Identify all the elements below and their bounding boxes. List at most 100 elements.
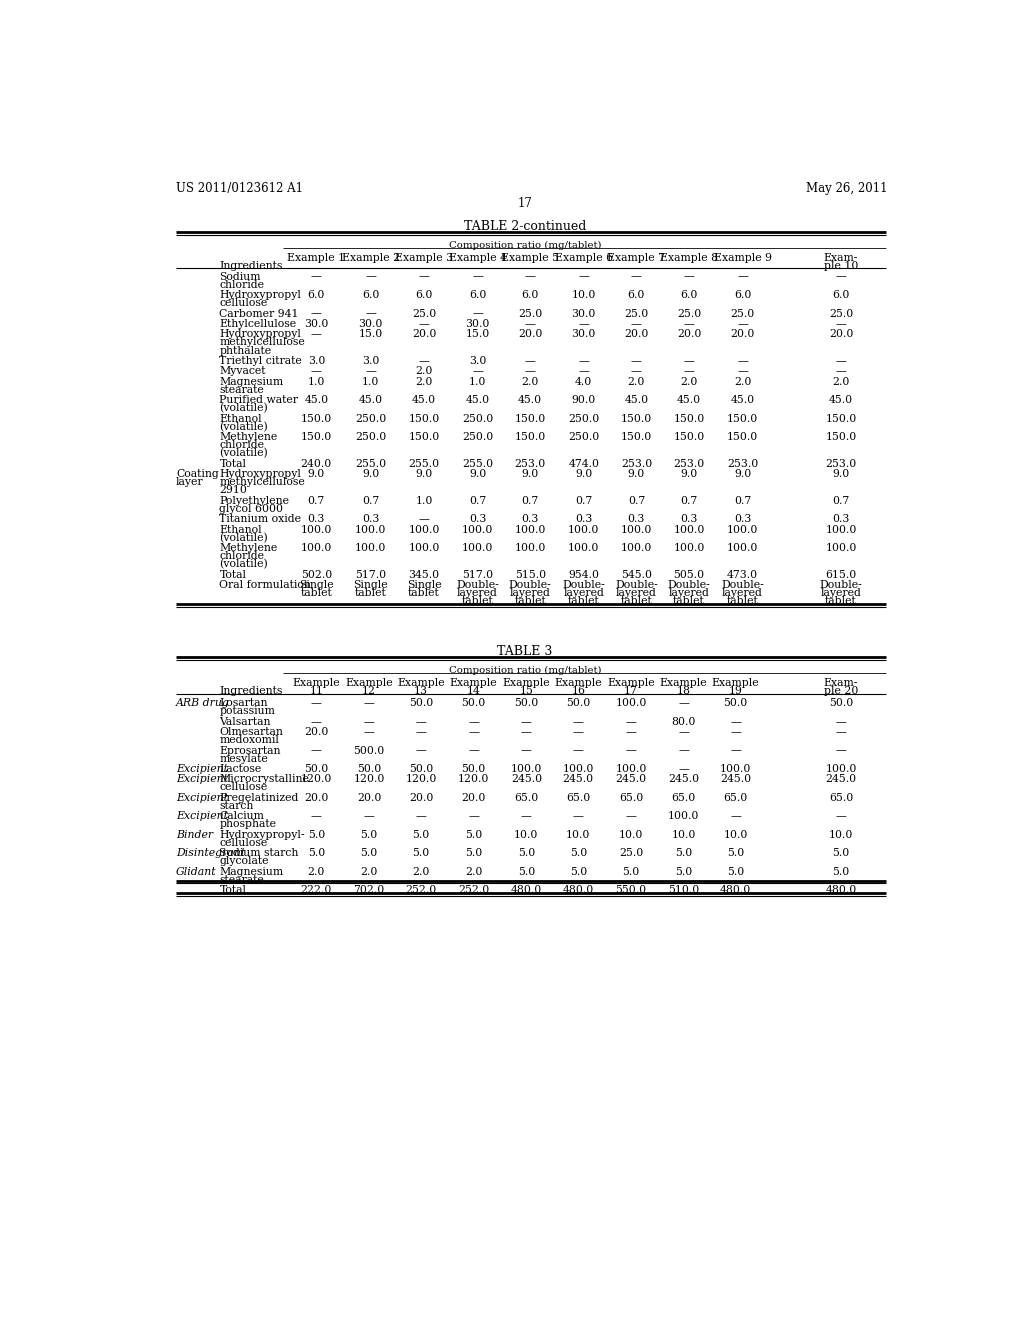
Text: 150.0: 150.0: [301, 413, 332, 424]
Text: methylcellulose: methylcellulose: [219, 478, 305, 487]
Text: 255.0: 255.0: [462, 459, 494, 469]
Text: Total: Total: [219, 570, 247, 579]
Text: 150.0: 150.0: [515, 413, 546, 424]
Text: mesylate: mesylate: [219, 754, 268, 763]
Text: Polyethylene: Polyethylene: [219, 496, 290, 506]
Text: Example 5: Example 5: [501, 253, 559, 263]
Text: 245.0: 245.0: [668, 775, 699, 784]
Text: layered: layered: [563, 589, 604, 598]
Text: 50.0: 50.0: [566, 698, 591, 708]
Text: —: —: [311, 330, 322, 339]
Text: 100.0: 100.0: [727, 543, 758, 553]
Text: 6.0: 6.0: [628, 290, 645, 300]
Text: 30.0: 30.0: [571, 309, 596, 318]
Text: Pregelatinized: Pregelatinized: [219, 793, 299, 803]
Text: Double-: Double-: [721, 579, 764, 590]
Text: —: —: [524, 367, 536, 376]
Text: 120.0: 120.0: [458, 775, 489, 784]
Text: —: —: [626, 812, 636, 821]
Text: 150.0: 150.0: [301, 432, 332, 442]
Text: (volatile): (volatile): [219, 560, 268, 569]
Text: 2.0: 2.0: [416, 376, 433, 387]
Text: 65.0: 65.0: [672, 793, 695, 803]
Text: 0.3: 0.3: [734, 515, 752, 524]
Text: 30.0: 30.0: [358, 319, 383, 329]
Text: —: —: [366, 367, 376, 376]
Text: Myvacet: Myvacet: [219, 367, 266, 376]
Text: Coating: Coating: [176, 469, 219, 479]
Text: tablet: tablet: [727, 597, 759, 606]
Text: tablet: tablet: [300, 589, 332, 598]
Text: Example 9: Example 9: [714, 253, 771, 263]
Text: 150.0: 150.0: [621, 413, 652, 424]
Text: stearate: stearate: [219, 875, 264, 884]
Text: 100.0: 100.0: [825, 543, 857, 553]
Text: —: —: [678, 727, 689, 737]
Text: Carbomer 941: Carbomer 941: [219, 309, 299, 318]
Text: Double-: Double-: [615, 579, 657, 590]
Text: —: —: [311, 812, 322, 821]
Text: 65.0: 65.0: [828, 793, 853, 803]
Text: TABLE 2-continued: TABLE 2-continued: [464, 220, 586, 234]
Text: cellulose: cellulose: [219, 298, 267, 308]
Text: phthalate: phthalate: [219, 346, 271, 355]
Text: 0.7: 0.7: [734, 496, 752, 506]
Text: —: —: [419, 272, 429, 281]
Text: —: —: [524, 319, 536, 329]
Text: 150.0: 150.0: [674, 413, 705, 424]
Text: Sodium: Sodium: [219, 272, 261, 281]
Text: 50.0: 50.0: [462, 698, 485, 708]
Text: 5.0: 5.0: [675, 867, 692, 876]
Text: 2.0: 2.0: [307, 867, 325, 876]
Text: 25.0: 25.0: [828, 309, 853, 318]
Text: Sodium starch: Sodium starch: [219, 849, 299, 858]
Text: 9.0: 9.0: [681, 469, 697, 479]
Text: Lactose: Lactose: [219, 764, 262, 774]
Text: cellulose: cellulose: [219, 838, 267, 847]
Text: 253.0: 253.0: [515, 459, 546, 469]
Text: 245.0: 245.0: [511, 775, 542, 784]
Text: 12: 12: [362, 686, 376, 696]
Text: Example: Example: [293, 678, 340, 688]
Text: Example 8: Example 8: [660, 253, 718, 263]
Text: 25.0: 25.0: [625, 309, 648, 318]
Text: —: —: [364, 717, 375, 726]
Text: 25.0: 25.0: [618, 849, 643, 858]
Text: 0.3: 0.3: [361, 515, 379, 524]
Text: —: —: [364, 812, 375, 821]
Text: US 2011/0123612 A1: US 2011/0123612 A1: [176, 182, 303, 194]
Text: 245.0: 245.0: [615, 775, 646, 784]
Text: Valsartan: Valsartan: [219, 717, 271, 726]
Text: —: —: [364, 698, 375, 708]
Text: 6.0: 6.0: [416, 290, 433, 300]
Text: —: —: [524, 356, 536, 366]
Text: 345.0: 345.0: [409, 570, 439, 579]
Text: 100.0: 100.0: [562, 764, 594, 774]
Text: Hydroxypropyl: Hydroxypropyl: [219, 330, 301, 339]
Text: —: —: [311, 698, 322, 708]
Text: —: —: [730, 746, 741, 755]
Text: —: —: [468, 746, 479, 755]
Text: 9.0: 9.0: [307, 469, 325, 479]
Text: 480.0: 480.0: [720, 886, 752, 895]
Text: —: —: [416, 727, 426, 737]
Text: Total: Total: [219, 886, 247, 895]
Text: Eprosartan: Eprosartan: [219, 746, 281, 755]
Text: 50.0: 50.0: [304, 764, 329, 774]
Text: —: —: [836, 367, 847, 376]
Text: Single: Single: [353, 579, 388, 590]
Text: 45.0: 45.0: [304, 395, 329, 405]
Text: 0.3: 0.3: [307, 515, 325, 524]
Text: —: —: [416, 746, 426, 755]
Text: 9.0: 9.0: [361, 469, 379, 479]
Text: 17: 17: [624, 686, 638, 696]
Text: —: —: [572, 717, 584, 726]
Text: 9.0: 9.0: [833, 469, 850, 479]
Text: 100.0: 100.0: [674, 524, 705, 535]
Text: —: —: [572, 812, 584, 821]
Text: 6.0: 6.0: [469, 290, 486, 300]
Text: 1.0: 1.0: [416, 496, 433, 506]
Text: —: —: [416, 812, 426, 821]
Text: —: —: [626, 727, 636, 737]
Text: 240.0: 240.0: [301, 459, 332, 469]
